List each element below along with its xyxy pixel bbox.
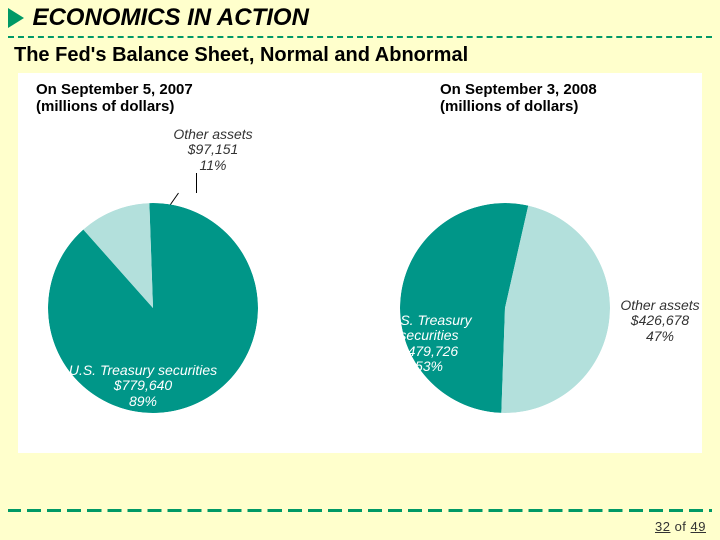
chart-left-label-treas: U.S. Treasury securities $779,640 89% [58, 363, 228, 409]
header-arrow-icon [8, 8, 24, 28]
chart-left-title-line1: On September 5, 2007 [36, 81, 193, 98]
chart-area: On September 5, 2007 (millions of dollar… [18, 73, 702, 453]
chart-right-title-line1: On September 3, 2008 [440, 81, 597, 98]
chart-right-pie [400, 203, 610, 413]
page-sep: of [670, 519, 690, 534]
chart-left-title-line2: (millions of dollars) [36, 98, 174, 115]
slide-subtitle: The Fed's Balance Sheet, Normal and Abno… [0, 38, 720, 73]
page-total: 49 [691, 519, 706, 534]
footer-divider [8, 509, 712, 512]
chart-left-title: On September 5, 2007 (millions of dollar… [36, 81, 193, 116]
chart-left: On September 5, 2007 (millions of dollar… [18, 73, 360, 453]
chart-left-label-other: Other assets $97,151 11% [158, 127, 268, 173]
slide-header: ECONOMICS IN ACTION [0, 0, 720, 34]
slide-root: ECONOMICS IN ACTION The Fed's Balance Sh… [0, 0, 720, 540]
chart-right-label-treas: U.S. Treasury securities $479,726 53% [374, 313, 484, 375]
chart-right-label-other: Other assets $426,678 47% [610, 298, 710, 344]
callout-line-v [196, 173, 197, 193]
chart-right-pie-wrap [400, 203, 610, 413]
chart-right: On September 3, 2008 (millions of dollar… [360, 73, 702, 453]
chart-right-title: On September 3, 2008 (millions of dollar… [440, 81, 597, 116]
chart-right-title-line2: (millions of dollars) [440, 98, 578, 115]
page-current: 32 [655, 519, 670, 534]
header-title: ECONOMICS IN ACTION [32, 4, 308, 32]
page-counter: 32 of 49 [655, 519, 706, 534]
